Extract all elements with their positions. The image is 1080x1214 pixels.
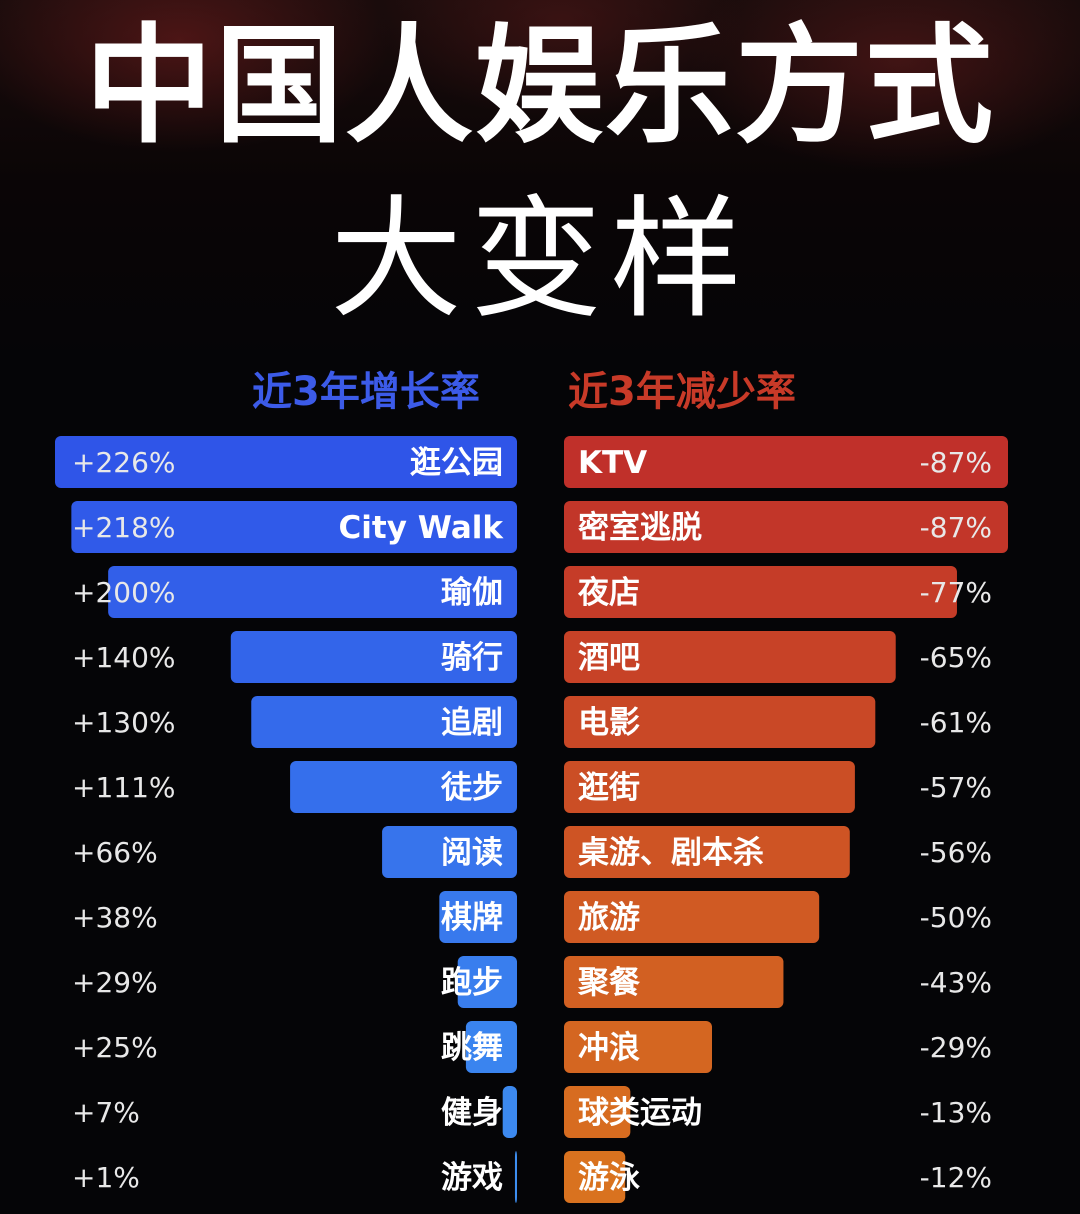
growth-bar [514,1151,517,1203]
decline-value-label: -43% [920,966,992,999]
growth-value-label: +111% [72,771,176,804]
growth-bar [382,826,517,878]
decline-bar [564,696,876,748]
decline-bar [564,826,850,878]
growth-category-label: 瑜伽 [441,575,503,611]
growth-bar [71,501,518,553]
growth-category-label: 逛公园 [410,445,503,481]
decline-bar [564,761,855,813]
growth-category-label: 跑步 [441,965,503,1001]
decline-bar [564,1151,626,1203]
decline-chart-title: 近3年减少率 [568,369,796,415]
decline-bar [564,1021,712,1073]
decline-category-label: 冲浪 [578,1030,640,1066]
decline-category-label: 桌游、剧本杀 [578,835,764,871]
growth-category-label: City Walk [339,510,505,546]
decline-value-label: -87% [920,511,992,544]
decline-value-label: -87% [920,446,992,479]
growth-value-label: +7% [72,1096,140,1129]
decline-value-label: -56% [920,836,992,869]
growth-value-label: +200% [72,576,176,609]
growth-value-label: +38% [72,901,158,934]
growth-category-label: 徒步 [440,770,503,806]
growth-bar [290,761,517,813]
decline-category-label: 游泳 [578,1160,640,1196]
decline-bar [564,501,1008,553]
growth-category-label: 健身 [441,1095,503,1131]
decline-bar [564,566,957,618]
decline-category-label: 酒吧 [578,640,640,676]
growth-chart-title: 近3年增长率 [252,369,480,415]
decline-bar [564,436,1008,488]
growth-value-label: +226% [72,446,176,479]
decline-value-label: -50% [920,901,992,934]
decline-category-label: 聚餐 [577,965,641,1001]
growth-category-label: 跳舞 [441,1030,503,1066]
growth-bar [457,956,517,1008]
decline-bar [564,891,820,943]
growth-category-label: 阅读 [441,835,503,871]
growth-bar [230,631,518,683]
decline-value-label: -29% [920,1031,992,1064]
growth-bar [108,566,517,618]
decline-value-label: -57% [920,771,992,804]
decline-bar [564,1086,631,1138]
decline-category-label: 夜店 [577,575,640,611]
decline-value-label: -13% [920,1096,992,1129]
growth-bar [465,1021,517,1073]
growth-bar [55,436,517,488]
growth-category-label: 骑行 [441,640,503,676]
growth-value-label: +140% [72,641,176,674]
growth-value-label: +1% [72,1161,140,1194]
decline-category-label: KTV [578,445,647,481]
growth-category-label: 游戏 [441,1160,503,1196]
page-subtitle: 大变样 [330,183,750,337]
decline-category-label: 旅游 [578,900,640,936]
growth-bar [439,891,517,943]
decline-category-label: 电影 [578,705,640,741]
growth-bar [251,696,517,748]
growth-value-label: +66% [72,836,158,869]
decline-value-label: -61% [920,706,992,739]
decline-category-label: 逛街 [578,770,640,806]
growth-value-label: +25% [72,1031,158,1064]
background-photo [0,0,1080,360]
decline-value-label: -12% [920,1161,992,1194]
decline-bar [564,631,896,683]
growth-bar [502,1086,517,1138]
growth-value-label: +218% [72,511,176,544]
decline-category-label: 密室逃脱 [578,510,702,546]
decline-value-label: -77% [920,576,992,609]
decline-bar [564,956,784,1008]
decline-category-label: 球类运动 [578,1095,702,1131]
decline-value-label: -65% [920,641,992,674]
growth-value-label: +130% [72,706,176,739]
growth-category-label: 棋牌 [441,900,503,936]
page-title: 中国人娱乐方式 [84,12,995,161]
growth-value-label: +29% [72,966,158,999]
growth-category-label: 追剧 [441,705,503,741]
